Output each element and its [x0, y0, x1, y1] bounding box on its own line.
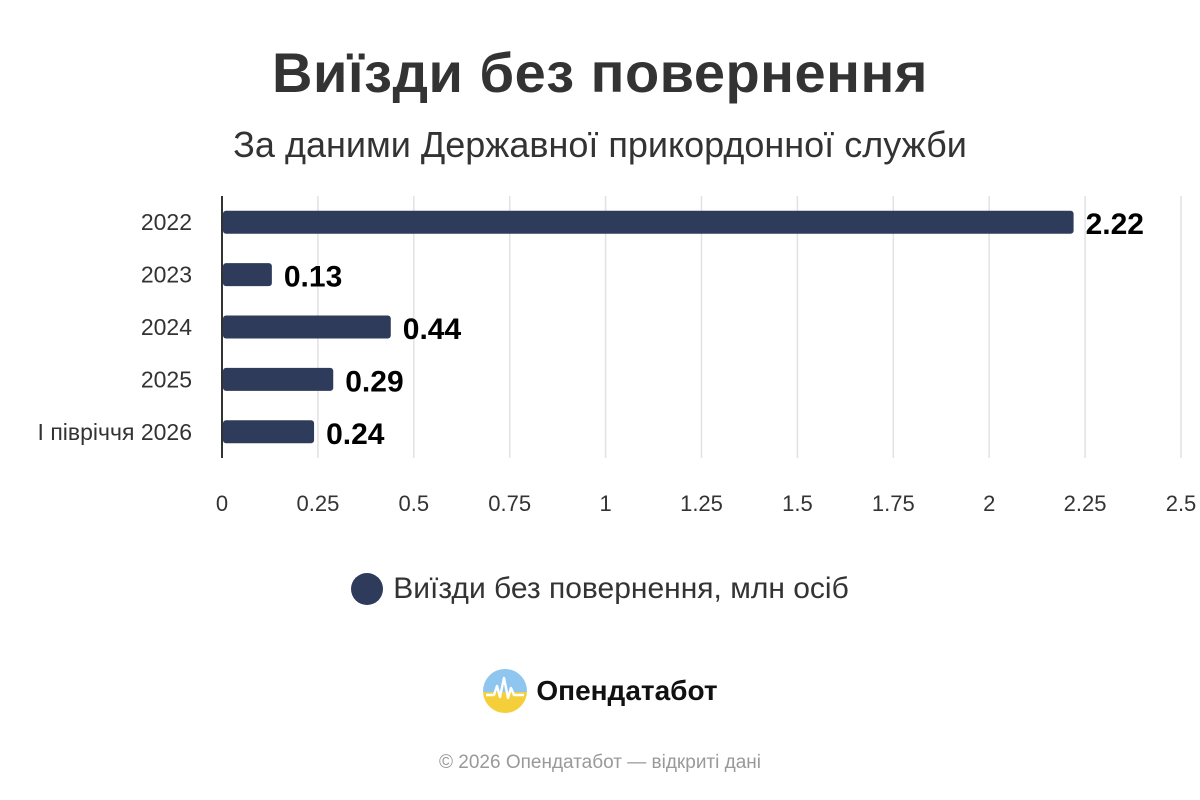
legend-marker-icon: [351, 573, 384, 605]
x-tick-label: 0.75: [488, 491, 531, 516]
bar-2023: [223, 263, 272, 287]
data-label: 0.44: [403, 313, 462, 346]
chart-title: Виїзди без повернення: [272, 41, 928, 104]
x-tick-label: 2.5: [1166, 491, 1197, 516]
x-tick-label: 0.5: [399, 491, 430, 516]
bar-2025: [223, 367, 334, 391]
x-tick-label: 0: [216, 491, 228, 516]
x-tick-label: 2: [983, 491, 995, 516]
footer-copyright: © 2026 Опендатабот — відкриті дані: [439, 752, 761, 773]
legend-label: Виїзди без повернення, млн осіб: [393, 572, 849, 605]
category-label: 2024: [141, 314, 192, 340]
opendatabot-logo-icon: [483, 669, 528, 713]
category-label: 2025: [141, 366, 192, 392]
bar-2024: [223, 315, 391, 339]
data-label: 0.24: [326, 418, 385, 451]
category-label: I півріччя 2026: [38, 419, 192, 445]
category-label: 2023: [141, 262, 192, 288]
bar-i-півріччя-2026: [223, 420, 315, 444]
x-tick-label: 0.25: [296, 491, 339, 516]
category-label: 2022: [141, 209, 192, 235]
x-tick-label: 1.75: [872, 491, 915, 516]
data-label: 0.29: [345, 365, 403, 398]
x-tick-label: 2.25: [1064, 491, 1107, 516]
data-label: 0.13: [284, 261, 342, 294]
chart-subtitle: За даними Державної прикордонної служби: [233, 124, 967, 165]
x-tick-label: 1: [599, 491, 611, 516]
bar-2022: [223, 210, 1074, 234]
x-tick-label: 1.5: [782, 491, 813, 516]
data-label: 2.22: [1086, 208, 1144, 241]
x-tick-label: 1.25: [680, 491, 723, 516]
legend: Виїзди без повернення, млн осіб: [0, 572, 1200, 606]
brand-name: Опендатабот: [536, 675, 718, 706]
bar-chart: 0 0.25 0.5 0.75 1 1.25 1.5 1.75 2 2.25 2.5 2022 2.22…: [38, 196, 1197, 516]
brand: Опендатабот: [0, 668, 1200, 714]
